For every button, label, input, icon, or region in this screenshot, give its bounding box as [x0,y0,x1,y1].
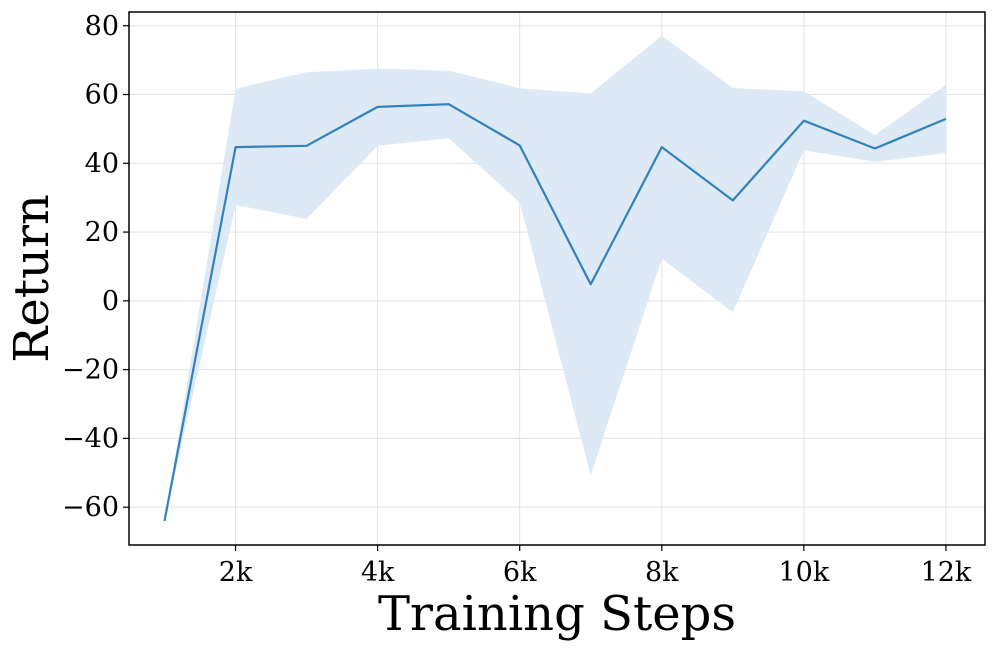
y-tick-label: 40 [85,148,119,179]
y-tick-label: −20 [62,355,119,386]
x-tick-label: 8k [645,557,679,588]
y-tick-label: 0 [102,286,119,317]
y-tick-label: 80 [85,11,119,42]
mean-series-line [163,103,947,522]
x-axis-title: Training Steps [378,586,736,642]
y-tick-label: 20 [85,217,119,248]
y-axis-title: Return [4,194,60,363]
x-tick-label: 4k [361,557,395,588]
plot-frame [128,11,986,546]
axis-ticks: −60 −40 −20 0 20 40 60 80 2k 4k 6k 8k 10k 12k [62,11,972,588]
x-tick-label: 10k [778,557,829,588]
y-tick-label: 60 [85,80,119,111]
x-tick-label: 2k [219,557,253,588]
y-tick-label: −40 [62,423,119,454]
y-tick-label: −60 [62,492,119,523]
x-tick-label: 6k [503,557,537,588]
confidence-band [164,35,946,521]
x-tick-label: 12k [921,557,972,588]
